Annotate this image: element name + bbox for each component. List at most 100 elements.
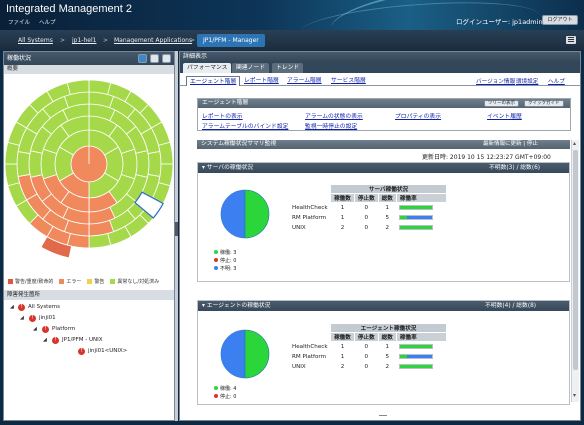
- row-down: 0: [364, 363, 369, 370]
- tree-node-label: jinji01<UNIX>: [88, 348, 128, 354]
- breadcrumb-all-systems[interactable]: All Systems: [18, 37, 53, 44]
- rate-bar: [399, 353, 434, 359]
- tree-expand-icon[interactable]: ◢: [33, 326, 37, 332]
- server-status-title: サーバの稼働状況: [206, 165, 254, 171]
- sunburst-segment: [88, 233, 112, 249]
- tab-report-hierarchy[interactable]: レポート階層: [244, 78, 279, 84]
- detail-scrollbar[interactable]: ▴ ▾: [571, 140, 579, 402]
- sunburst-segment: [4, 163, 20, 187]
- resize-handle[interactable]: [379, 415, 387, 419]
- monitoring-suspend-link[interactable]: 監視一時停止の設定: [305, 124, 358, 130]
- breadcrumb: All Systems > jp1-hel1 > Management Appl…: [0, 30, 584, 50]
- tree-expand-icon[interactable]: ◢: [20, 315, 24, 321]
- sunburst-segment: [135, 150, 150, 178]
- tree-node-all-systems[interactable]: ◢ ! All Systems: [4, 302, 174, 313]
- scroll-thumb[interactable]: [573, 150, 578, 370]
- breadcrumb-current: JP1/PFM - Manager: [197, 34, 265, 47]
- splitter-grip[interactable]: [175, 222, 178, 236]
- pie-slice-unknown: [221, 330, 245, 378]
- tab-alarm-hierarchy[interactable]: アラーム階層: [287, 78, 322, 84]
- tree-expand-icon[interactable]: ◢: [43, 337, 47, 343]
- refresh-stop-links[interactable]: 最新情報に更新 | 停止: [483, 141, 538, 147]
- quick-guide-button[interactable]: クイックガイド: [524, 100, 564, 107]
- server-pie-chart: [220, 189, 270, 239]
- tab-service-hierarchy[interactable]: サービス階層: [331, 78, 366, 84]
- column-header-total: 総数: [377, 332, 397, 342]
- event-history-link[interactable]: イベント履歴: [487, 114, 522, 120]
- agent-status-group-header: エージェント稼働状況: [330, 323, 447, 333]
- row-name: RM Platform: [292, 353, 327, 360]
- sunburst-segment: [16, 151, 31, 177]
- menu-help[interactable]: ヘルプ: [39, 20, 56, 26]
- tab-related-nodes[interactable]: 関連ノード: [232, 63, 269, 73]
- agent-pie-chart: [220, 329, 270, 379]
- status-panel: 稼働状況 概要 警告/重度/致命的 エラー 警告 異常なし/対処済み 障害発生箇…: [3, 51, 175, 421]
- collapse-icon[interactable]: ▾: [202, 165, 207, 171]
- scroll-down-icon[interactable]: ▾: [573, 392, 577, 399]
- app-menu: ファイル ヘルプ: [8, 18, 56, 26]
- sunburst-segment: [120, 148, 138, 180]
- sunburst-segment: [147, 151, 162, 177]
- version-info-link[interactable]: バージョン情報: [476, 79, 516, 85]
- settings-link[interactable]: 環境設定: [516, 79, 539, 85]
- logout-button[interactable]: ログアウト: [542, 15, 578, 25]
- fault-location-header: 障害発生箇所: [4, 290, 174, 300]
- tab-performance[interactable]: パフォーマンス: [183, 63, 232, 73]
- row-up: 1: [340, 204, 345, 211]
- tree-node-pfm-unix[interactable]: ◢ ! JP1/PFM - UNIX: [4, 335, 174, 346]
- table-corner: [289, 184, 331, 194]
- sunburst-selection-outline: [134, 191, 164, 219]
- summary-title: システム稼働状況サマリ監視: [201, 141, 277, 147]
- row-total: 2: [385, 363, 390, 370]
- overview-header: 概要: [4, 65, 174, 74]
- sunburst-svg[interactable]: [4, 74, 174, 274]
- tree-node-label: jinji01: [39, 315, 56, 321]
- show-report-link[interactable]: レポートの表示: [202, 114, 243, 120]
- row-down: 0: [364, 204, 369, 211]
- agent-counts[interactable]: 不明数(4) / 総数(8): [485, 303, 537, 309]
- row-name: UNIX: [292, 224, 306, 231]
- alarm-table-bind-link[interactable]: アラームテーブルのバインド設定: [202, 124, 289, 130]
- breadcrumb-host[interactable]: jp1-hel1: [72, 37, 97, 44]
- server-counts[interactable]: 不明数(3) / 総数(6): [489, 165, 541, 171]
- tree-node-jinji01[interactable]: ◢ ! jinji01: [4, 313, 174, 324]
- show-properties-link[interactable]: プロパティの表示: [395, 114, 442, 120]
- show-alarm-status-link[interactable]: アラームの状態の表示: [305, 114, 363, 120]
- sunburst-view-icon[interactable]: [138, 54, 147, 63]
- tab-agent-hierarchy[interactable]: エージェント階層: [186, 76, 241, 86]
- list-view-icon[interactable]: [150, 54, 159, 63]
- menu-file[interactable]: ファイル: [8, 20, 31, 26]
- tree-expand-icon[interactable]: ◢: [10, 304, 14, 310]
- scroll-up-icon[interactable]: ▴: [573, 140, 577, 147]
- row-name: UNIX: [292, 363, 306, 370]
- agent-pie-legend: 稼働: 4 停止: 0: [214, 385, 236, 401]
- server-status-header: ▾ サーバの稼働状況 不明数(3) / 総数(6): [198, 163, 569, 173]
- table-row: HealthCheck 1 0 1: [289, 203, 446, 213]
- error-icon: !: [42, 326, 49, 333]
- agent-status-title: エージェントの稼働状況: [206, 303, 271, 309]
- detail-panel: 詳細表示 パフォーマンス 関連ノード トレンド エージェント階層 レポート階層 …: [179, 51, 581, 421]
- tree-node-platform[interactable]: ◢ ! Platform: [4, 324, 174, 335]
- table-corner: [289, 193, 331, 203]
- help-link[interactable]: ヘルプ: [548, 79, 565, 85]
- row-name: HealthCheck: [292, 343, 328, 350]
- sunburst-segment: [158, 163, 174, 187]
- table-row: UNIX 2 0 2: [289, 362, 446, 372]
- app-title: Integrated Management 2: [6, 3, 132, 15]
- row-up: 2: [340, 224, 345, 231]
- tab-trend[interactable]: トレンド: [272, 63, 304, 73]
- agent-status-header: ▾ エージェントの稼働状況 不明数(4) / 総数(8): [198, 301, 569, 311]
- tree-node-jinji01-unix[interactable]: ! jinji01<UNIX>: [4, 346, 174, 357]
- legend-down: 停止: 0: [214, 393, 236, 401]
- collapse-icon[interactable]: ▾: [202, 303, 207, 309]
- show-tree-button[interactable]: ツリーの表示: [484, 100, 519, 107]
- sunburst-chart[interactable]: [4, 74, 174, 274]
- summary-header: システム稼働状況サマリ監視 最新情報に更新 | 停止: [197, 140, 570, 149]
- rate-bar: [399, 363, 434, 369]
- search-icon[interactable]: [162, 54, 171, 63]
- breadcrumb-management-applications[interactable]: Management Applications: [114, 37, 193, 44]
- legend-warning: 警告: [87, 278, 104, 285]
- menu-icon[interactable]: [566, 36, 576, 44]
- panel-splitter[interactable]: [175, 51, 178, 421]
- legend-up: 稼働: 3: [214, 249, 236, 257]
